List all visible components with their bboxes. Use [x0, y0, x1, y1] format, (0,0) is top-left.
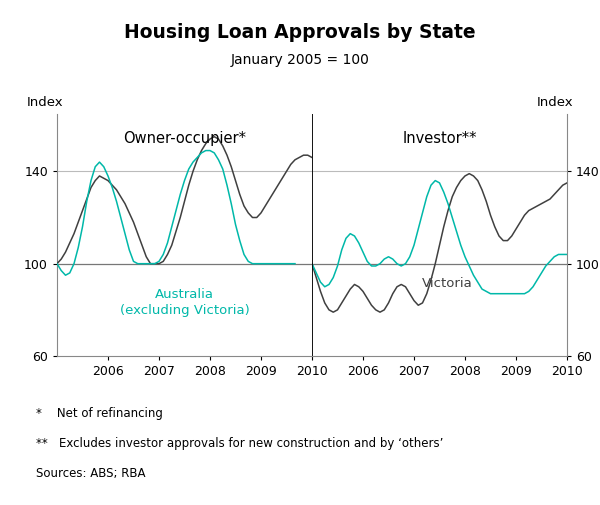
Text: Owner-occupier*: Owner-occupier*: [123, 131, 246, 145]
Text: Investor**: Investor**: [402, 131, 477, 145]
Text: **   Excludes investor approvals for new construction and by ‘others’: ** Excludes investor approvals for new c…: [36, 437, 443, 450]
Text: Housing Loan Approvals by State: Housing Loan Approvals by State: [124, 23, 476, 42]
Text: Index: Index: [27, 95, 64, 109]
Text: Sources: ABS; RBA: Sources: ABS; RBA: [36, 467, 146, 480]
Text: *    Net of refinancing: * Net of refinancing: [36, 407, 163, 420]
Text: January 2005 = 100: January 2005 = 100: [230, 53, 370, 67]
Text: Australia
(excluding Victoria): Australia (excluding Victoria): [119, 288, 250, 317]
Text: Index: Index: [536, 95, 573, 109]
Text: Victoria: Victoria: [422, 277, 473, 290]
